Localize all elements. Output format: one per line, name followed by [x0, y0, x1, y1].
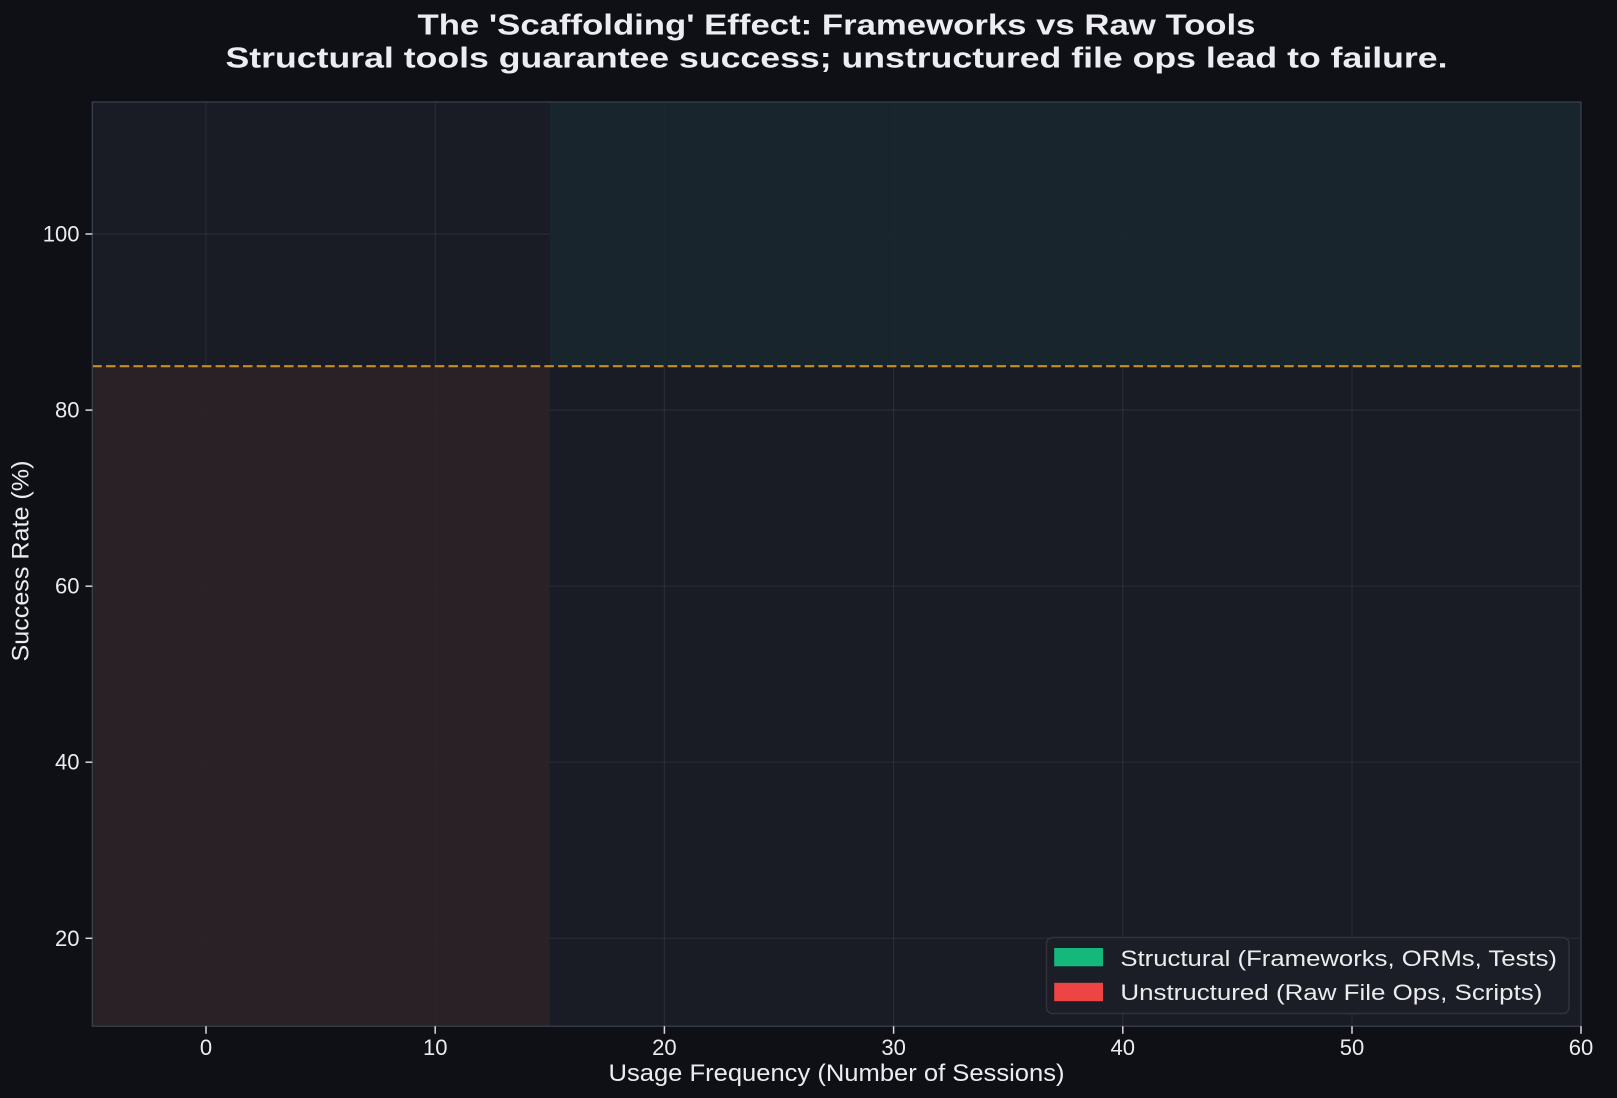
svg-text:40: 40 [55, 750, 79, 775]
svg-text:20: 20 [652, 1035, 676, 1060]
svg-text:20: 20 [55, 926, 79, 951]
svg-text:Success Rate (%): Success Rate (%) [8, 461, 35, 662]
svg-text:40: 40 [1111, 1035, 1135, 1060]
svg-text:60: 60 [1569, 1035, 1593, 1060]
svg-text:Structural tools guarantee suc: Structural tools guarantee success; unst… [226, 43, 1448, 75]
svg-text:The 'Scaffolding' Effect: Fram: The 'Scaffolding' Effect: Frameworks vs … [418, 10, 1256, 42]
svg-text:10: 10 [423, 1035, 447, 1060]
svg-text:Unstructured (Raw File Ops, Sc: Unstructured (Raw File Ops, Scripts) [1120, 980, 1542, 1005]
svg-text:80: 80 [55, 398, 79, 423]
svg-text:0: 0 [200, 1035, 212, 1060]
svg-text:60: 60 [55, 574, 79, 599]
svg-text:50: 50 [1340, 1035, 1364, 1060]
svg-text:100: 100 [43, 222, 80, 247]
svg-text:Structural (Frameworks, ORMs,: Structural (Frameworks, ORMs, Tests) [1120, 946, 1557, 971]
svg-text:Usage Frequency (Number of Ses: Usage Frequency (Number of Sessions) [609, 1060, 1065, 1087]
svg-text:30: 30 [881, 1035, 905, 1060]
